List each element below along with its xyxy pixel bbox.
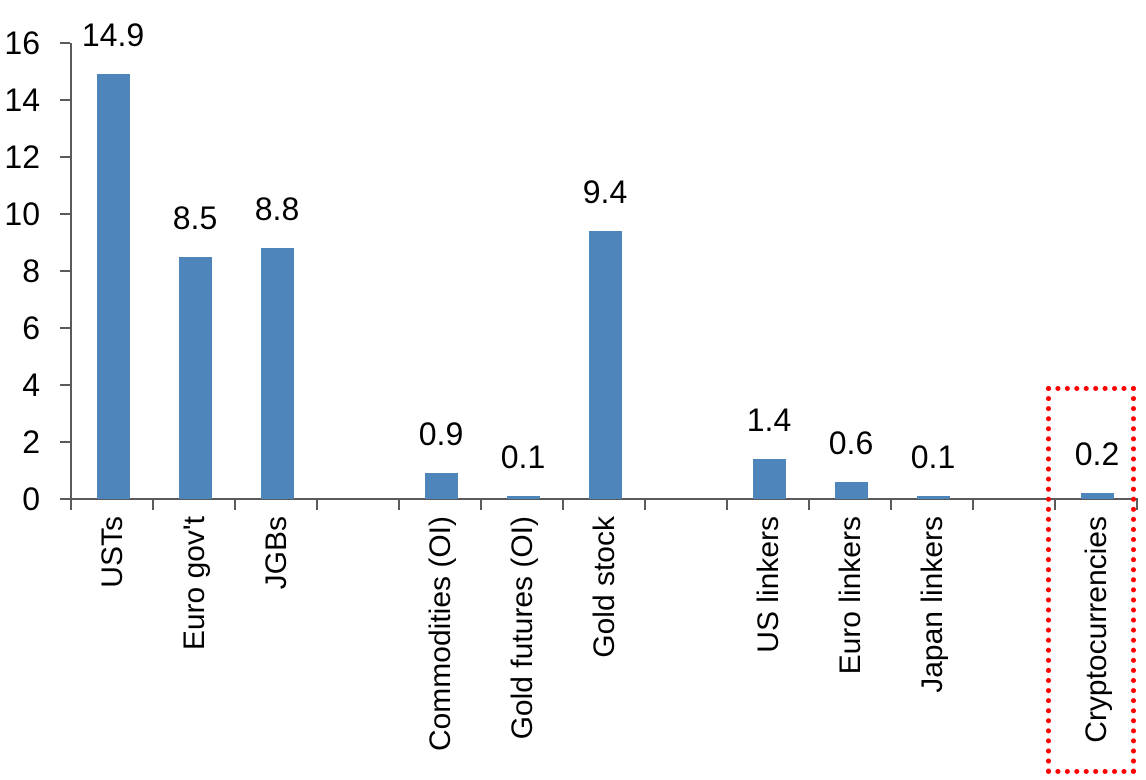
y-tick-label-4: 4: [22, 367, 40, 403]
bar-euro-linkers: [835, 482, 868, 499]
y-tick-16: [60, 42, 70, 44]
x-label-wrap-japan-linkers: Japan linkers: [892, 516, 974, 693]
x-label-usts: USTs: [96, 516, 129, 588]
x-tick-3: [316, 499, 318, 510]
data-label-jgbs: 8.8: [254, 191, 300, 227]
y-tick-label-2: 2: [22, 424, 40, 460]
data-label-commodities-oi: 0.9: [418, 416, 464, 452]
x-label-wrap-euro-gov-t: Euro gov't: [154, 516, 236, 650]
x-label-japan-linkers: Japan linkers: [916, 516, 949, 693]
x-label-gold-stock: Gold stock: [588, 516, 621, 658]
bar-commodities-oi: [425, 473, 458, 499]
y-tick-label-16: 16: [4, 25, 40, 61]
x-label-wrap-gold-stock: Gold stock: [564, 516, 646, 658]
x-label-wrap-commodities-oi: Commodities (OI): [400, 516, 482, 751]
y-tick-label-6: 6: [22, 310, 40, 346]
y-tick-label-14: 14: [4, 82, 40, 118]
y-tick-10: [60, 213, 70, 215]
bar-us-linkers: [753, 459, 786, 499]
x-tick-13: [1136, 499, 1138, 510]
x-label-wrap-us-linkers: US linkers: [728, 516, 810, 653]
y-tick-label-0: 0: [22, 481, 40, 517]
bar-cryptocurrencies: [1081, 493, 1114, 499]
x-tick-1: [152, 499, 154, 510]
x-tick-12: [1054, 499, 1056, 510]
highlight-box-cryptocurrencies: [1046, 386, 1136, 774]
y-tick-6: [60, 327, 70, 329]
data-label-cryptocurrencies: 0.2: [1074, 436, 1120, 472]
x-tick-9: [808, 499, 810, 510]
y-tick-label-12: 12: [4, 139, 40, 175]
y-tick-8: [60, 270, 70, 272]
x-label-gold-futures-oi: Gold futures (OI): [506, 516, 539, 740]
y-tick-2: [60, 441, 70, 443]
data-label-euro-gov-t: 8.5: [172, 200, 218, 236]
x-tick-7: [644, 499, 646, 510]
x-tick-10: [890, 499, 892, 510]
x-label-wrap-euro-linkers: Euro linkers: [810, 516, 892, 674]
x-label-wrap-gold-futures-oi: Gold futures (OI): [482, 516, 564, 739]
bar-jgbs: [261, 248, 294, 499]
x-axis-line: [70, 498, 1138, 500]
x-label-wrap-usts: USTs: [72, 516, 154, 588]
x-label-euro-linkers: Euro linkers: [834, 516, 867, 675]
data-label-us-linkers: 1.4: [746, 402, 792, 438]
y-tick-label-8: 8: [22, 253, 40, 289]
x-tick-11: [972, 499, 974, 510]
bar-japan-linkers: [917, 496, 950, 499]
bar-gold-stock: [589, 231, 622, 499]
y-tick-14: [60, 99, 70, 101]
y-tick-4: [60, 384, 70, 386]
x-label-us-linkers: US linkers: [752, 516, 785, 653]
y-tick-label-10: 10: [4, 196, 40, 232]
x-tick-5: [480, 499, 482, 510]
x-label-commodities-oi: Commodities (OI): [424, 516, 457, 752]
x-tick-8: [726, 499, 728, 510]
x-tick-0: [70, 499, 72, 510]
bar-gold-futures-oi: [507, 496, 540, 499]
bar-usts: [97, 74, 130, 499]
data-label-japan-linkers: 0.1: [910, 439, 956, 475]
x-label-wrap-jgbs: JGBs: [236, 516, 318, 589]
data-label-gold-futures-oi: 0.1: [500, 439, 546, 475]
bar-euro-gov-t: [179, 257, 212, 499]
x-tick-2: [234, 499, 236, 510]
x-label-euro-gov-t: Euro gov't: [178, 516, 211, 651]
data-label-euro-linkers: 0.6: [828, 425, 874, 461]
data-label-usts: 14.9: [81, 17, 145, 53]
y-tick-12: [60, 156, 70, 158]
data-label-gold-stock: 9.4: [582, 174, 628, 210]
x-label-jgbs: JGBs: [260, 516, 293, 590]
x-tick-4: [398, 499, 400, 510]
y-axis-line: [70, 43, 72, 500]
x-tick-6: [562, 499, 564, 510]
y-tick-0: [60, 498, 70, 500]
